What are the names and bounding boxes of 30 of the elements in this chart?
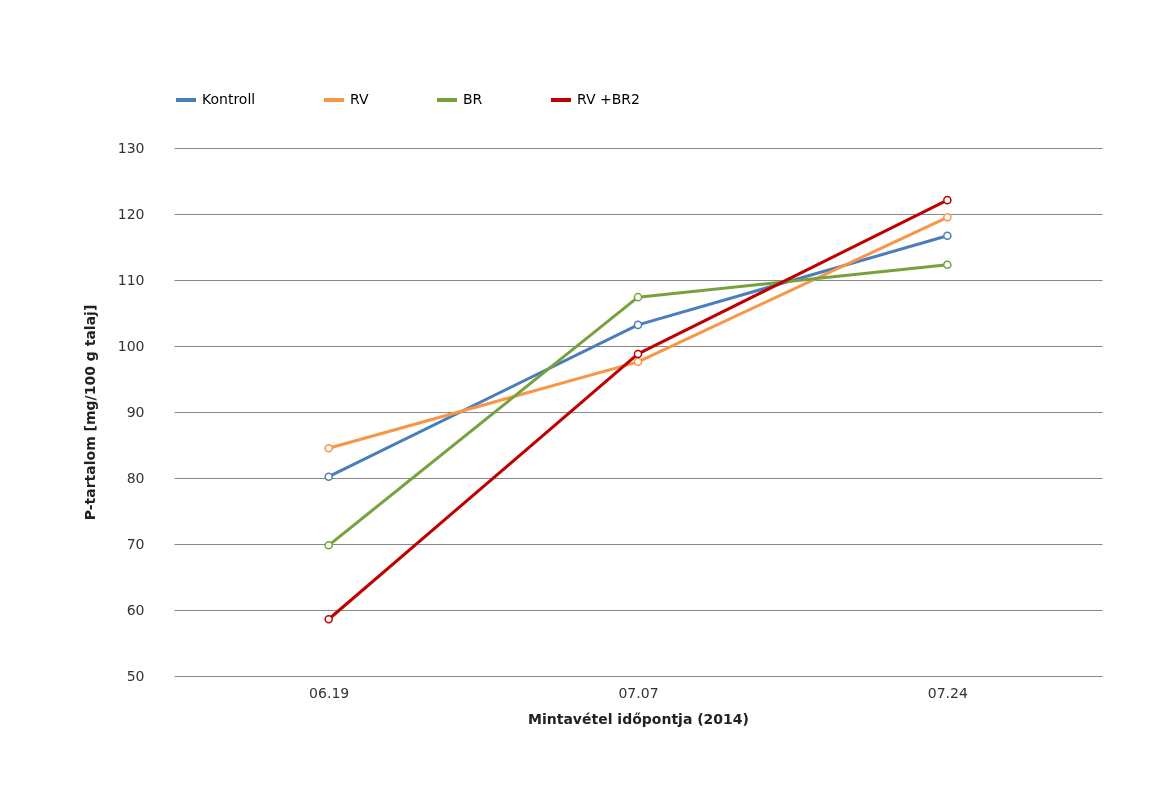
x-tick-label: 07.24	[927, 684, 968, 701]
point	[943, 260, 952, 270]
y-tick-label: 120	[117, 205, 145, 222]
y-tick-label: 110	[117, 271, 145, 288]
y-tick-label: 80	[126, 469, 145, 486]
y-tick-label: 100	[117, 337, 145, 354]
point	[943, 195, 952, 205]
point	[943, 231, 952, 241]
point	[943, 213, 952, 222]
legend-label: RV +BR2	[577, 91, 640, 107]
point	[633, 320, 643, 330]
y-tick-label: 70	[126, 535, 145, 552]
y-tick-label: 60	[126, 601, 145, 618]
y-tick-label: 90	[126, 403, 145, 420]
y-tick-label: 50	[126, 667, 145, 684]
y-axis-title: P-tartalom [mg/100 g talaj]	[81, 304, 98, 521]
point	[324, 541, 333, 550]
point	[324, 444, 333, 453]
x-tick-label: 07.07	[618, 684, 659, 701]
point	[324, 614, 333, 624]
point	[633, 292, 643, 302]
x-axis-title: Mintavétel időpontja (2014)	[528, 710, 749, 727]
legend-label: RV	[350, 91, 369, 107]
point	[324, 472, 333, 481]
legend-label: BR	[463, 91, 483, 107]
point	[633, 349, 643, 359]
point	[633, 357, 643, 367]
x-tick-label: 06.19	[309, 684, 350, 701]
y-tick-label: 130	[117, 139, 145, 156]
legend-label: Kontroll	[202, 91, 256, 107]
